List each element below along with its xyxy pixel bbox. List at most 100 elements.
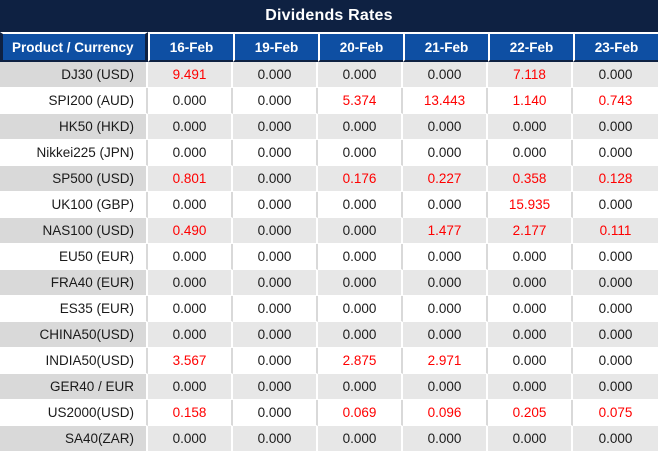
dividend-value: 0.000 [148,296,233,322]
dividend-value: 0.000 [403,296,488,322]
dividend-value: 0.000 [573,140,658,166]
page-title: Dividends Rates [0,0,658,32]
dividend-value: 0.000 [488,140,573,166]
column-header-date: 23-Feb [573,32,658,62]
table-row: UK100 (GBP)0.0000.0000.0000.00015.9350.0… [0,192,658,218]
dividend-value: 0.000 [403,322,488,348]
dividend-value: 0.000 [233,322,318,348]
dividend-value: 3.567 [148,348,233,374]
product-label: SA40(ZAR) [0,426,148,452]
dividend-value: 0.227 [403,166,488,192]
product-label: ES35 (EUR) [0,296,148,322]
dividend-value: 1.140 [488,88,573,114]
column-header-product-currency: Product / Currency [0,32,148,62]
dividend-value: 0.000 [233,374,318,400]
product-label: SP500 (USD) [0,166,148,192]
dividend-value: 0.000 [233,62,318,88]
dividend-value: 0.000 [403,244,488,270]
product-label: FRA40 (EUR) [0,270,148,296]
dividend-value: 0.000 [488,426,573,452]
dividend-value: 0.000 [148,322,233,348]
dividend-value: 0.490 [148,218,233,244]
dividend-value: 0.000 [573,114,658,140]
dividend-value: 0.000 [318,374,403,400]
dividend-value: 0.000 [403,192,488,218]
dividend-value: 0.000 [573,62,658,88]
dividend-value: 0.000 [318,296,403,322]
dividend-value: 0.000 [403,270,488,296]
dividend-value: 0.000 [148,426,233,452]
dividend-value: 2.971 [403,348,488,374]
dividend-value: 0.000 [488,348,573,374]
table-row: NAS100 (USD)0.4900.0000.0001.4772.1770.1… [0,218,658,244]
column-header-date: 21-Feb [403,32,488,62]
dividend-value: 15.935 [488,192,573,218]
dividends-rates-panel: Dividends Rates Product / Currency 16-Fe… [0,0,658,452]
product-label: GER40 / EUR [0,374,148,400]
dividend-value: 0.000 [233,244,318,270]
dividend-value: 2.177 [488,218,573,244]
table-row: US2000(USD)0.1580.0000.0690.0960.2050.07… [0,400,658,426]
table-row: Nikkei225 (JPN)0.0000.0000.0000.0000.000… [0,140,658,166]
dividend-value: 0.069 [318,400,403,426]
table-row: DJ30 (USD)9.4910.0000.0000.0007.1180.000 [0,62,658,88]
dividend-value: 0.000 [148,270,233,296]
dividend-value: 0.000 [233,270,318,296]
dividend-value: 0.000 [148,244,233,270]
dividend-value: 0.000 [403,140,488,166]
dividend-value: 0.000 [233,400,318,426]
dividends-rates-table: Product / Currency 16-Feb 19-Feb 20-Feb … [0,32,658,452]
product-label: SPI200 (AUD) [0,88,148,114]
product-label: CHINA50(USD) [0,322,148,348]
dividend-value: 0.000 [488,322,573,348]
dividend-value: 0.000 [573,348,658,374]
product-label: HK50 (HKD) [0,114,148,140]
dividend-value: 13.443 [403,88,488,114]
dividend-value: 0.000 [148,374,233,400]
table-body: DJ30 (USD)9.4910.0000.0000.0007.1180.000… [0,62,658,452]
dividend-value: 0.000 [488,296,573,322]
dividend-value: 0.000 [233,88,318,114]
table-row: SA40(ZAR)0.0000.0000.0000.0000.0000.000 [0,426,658,452]
column-header-date: 22-Feb [488,32,573,62]
dividend-value: 5.374 [318,88,403,114]
dividend-value: 0.000 [488,374,573,400]
dividend-value: 0.000 [488,114,573,140]
dividend-value: 0.000 [148,192,233,218]
dividend-value: 2.875 [318,348,403,374]
column-header-date: 20-Feb [318,32,403,62]
dividend-value: 0.000 [233,218,318,244]
table-header-row: Product / Currency 16-Feb 19-Feb 20-Feb … [0,32,658,62]
dividend-value: 0.000 [573,374,658,400]
product-label: NAS100 (USD) [0,218,148,244]
dividend-value: 0.000 [233,140,318,166]
dividend-value: 0.000 [318,322,403,348]
dividend-value: 0.000 [318,114,403,140]
product-label: Nikkei225 (JPN) [0,140,148,166]
dividend-value: 0.075 [573,400,658,426]
product-label: UK100 (GBP) [0,192,148,218]
dividend-value: 0.000 [233,348,318,374]
table-row: FRA40 (EUR)0.0000.0000.0000.0000.0000.00… [0,270,658,296]
column-header-date: 16-Feb [148,32,233,62]
table-row: HK50 (HKD)0.0000.0000.0000.0000.0000.000 [0,114,658,140]
dividend-value: 0.000 [573,270,658,296]
dividend-value: 0.000 [318,192,403,218]
dividend-value: 0.000 [488,244,573,270]
dividend-value: 0.000 [318,270,403,296]
dividend-value: 0.000 [403,426,488,452]
dividend-value: 0.000 [573,296,658,322]
dividend-value: 7.118 [488,62,573,88]
dividend-value: 0.096 [403,400,488,426]
dividend-value: 0.176 [318,166,403,192]
dividend-value: 1.477 [403,218,488,244]
product-label: INDIA50(USD) [0,348,148,374]
dividend-value: 0.128 [573,166,658,192]
dividend-value: 0.000 [233,166,318,192]
dividend-value: 0.158 [148,400,233,426]
dividend-value: 0.743 [573,88,658,114]
dividend-value: 0.000 [403,374,488,400]
dividend-value: 0.000 [318,140,403,166]
table-row: CHINA50(USD)0.0000.0000.0000.0000.0000.0… [0,322,658,348]
dividend-value: 0.000 [148,88,233,114]
